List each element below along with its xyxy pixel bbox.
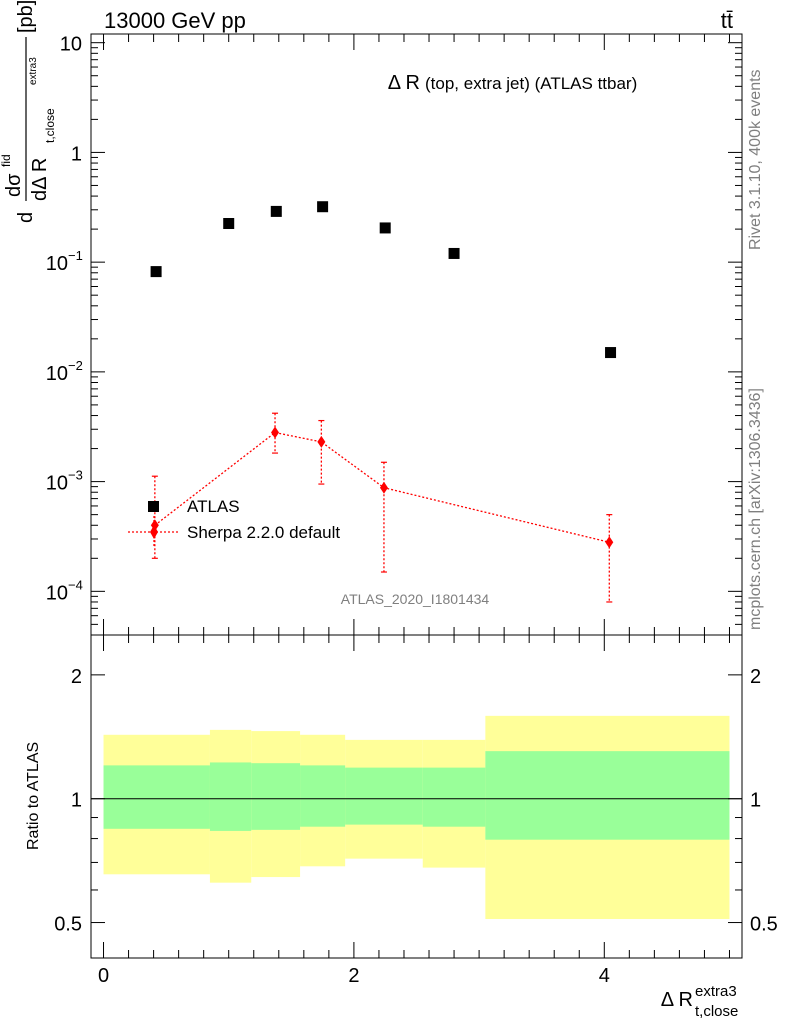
main-y-tick-exponent: −1 — [68, 248, 83, 263]
main-y-tick-label: 10 — [46, 363, 68, 385]
main-y-tick-label: 10 — [46, 253, 68, 275]
ratio-y-tick-label-left: 0.5 — [54, 914, 82, 936]
x-axis-label: Δ R — [661, 989, 693, 1011]
sherpa-line-layer — [154, 431, 610, 543]
ratio-stat-band — [103, 765, 210, 829]
ratio-x-ticks: 0 2 4 — [98, 635, 730, 987]
energy-label: 13000 GeV pp — [104, 8, 246, 33]
atlas-data-point — [317, 201, 329, 213]
ratio-y-tick-label-right: 1 — [750, 790, 761, 812]
ylabel-numerator-sup: fid — [0, 154, 13, 167]
main-panel: Δ R (top, extra jet) (ATLAS ttbar) ATLAS… — [0, 0, 743, 636]
ratio-x-tick-label: 4 — [599, 965, 610, 987]
main-y-tick-exponent: −2 — [68, 358, 83, 373]
ylabel-unit: [pb] — [15, 0, 37, 33]
main-y-tick-exponent: −3 — [68, 468, 83, 483]
main-ylabel: d dσ fid dΔ R t,close extra3 [pb] — [0, 0, 57, 223]
ylabel-denominator: dΔ R — [29, 158, 51, 201]
legend-sherpa-label: Sherpa 2.2.0 default — [187, 523, 340, 542]
main-y-tick-label: 10 — [46, 582, 68, 604]
x-axis-label-sub: t,close — [695, 1003, 738, 1020]
analysis-watermark: ATLAS_2020_I1801434 — [341, 591, 490, 607]
atlas-data-point — [223, 218, 235, 230]
atlas-data-point — [150, 266, 162, 278]
ylabel-numerator: dσ — [3, 173, 25, 197]
ylabel-prefix: d — [15, 212, 37, 223]
x-axis-label-sup: extra3 — [695, 983, 737, 1000]
ratio-y-ticks: 0.5 0.5 1 1 2 2 — [54, 666, 778, 936]
ratio-stat-band — [422, 767, 486, 827]
sherpa-series-line — [154, 431, 610, 543]
main-title: Δ R — [388, 72, 420, 94]
main-y-tick-label: 10 — [46, 473, 68, 495]
process-label: tt̄ — [721, 8, 733, 33]
legend: ATLAS Sherpa 2.2.0 default — [128, 497, 340, 548]
ratio-stat-band — [345, 767, 423, 825]
sherpa-point — [271, 426, 280, 439]
atlas-data-point — [270, 205, 282, 217]
main-y-tick-label: 10 — [60, 34, 82, 56]
ratio-y-tick-label-right: 0.5 — [750, 914, 778, 936]
main-x-ticks — [103, 34, 730, 635]
legend-atlas-label: ATLAS — [187, 497, 240, 516]
sherpa-point — [605, 536, 614, 549]
mcplots-label: mcplots.cern.ch [arXiv:1306.3436] — [747, 388, 764, 630]
atlas-data-point — [605, 347, 617, 359]
main-title-detail: (top, extra jet) (ATLAS ttbar) — [425, 74, 637, 93]
ratio-stat-band — [251, 763, 301, 830]
ratio-ylabel: Ratio to ATLAS — [25, 742, 42, 850]
ratio-panel: 0.5 0.5 1 1 2 2 0 2 4 Ratio to ATLAS Δ R extra3… — [25, 634, 778, 1020]
ratio-frame — [90, 634, 743, 959]
ratio-x-tick-label: 2 — [348, 965, 359, 987]
main-y-tick-exponent: −4 — [68, 577, 83, 592]
main-y-tick-label: 1 — [71, 143, 82, 165]
ratio-stat-band — [209, 762, 252, 831]
ratio-x-tick-label: 0 — [98, 965, 109, 987]
legend-sherpa-marker — [150, 525, 158, 539]
ratio-y-tick-label-left: 1 — [71, 790, 82, 812]
main-frame — [90, 33, 743, 636]
ylabel-denominator-sub: t,close — [43, 108, 57, 143]
sherpa-point — [317, 435, 326, 448]
legend-atlas-marker — [148, 501, 159, 512]
atlas-data-point — [379, 222, 391, 234]
rivet-label: Rivet 3.1.10, 400k events — [747, 69, 764, 250]
atlas-data-point — [448, 247, 460, 259]
ratio-y-tick-label-left: 2 — [71, 666, 82, 688]
sherpa-point — [379, 481, 388, 494]
ratio-stat-band — [300, 765, 346, 827]
ratio-stat-band — [485, 751, 730, 840]
ratio-y-tick-label-right: 2 — [750, 666, 761, 688]
ratio-bands — [103, 715, 730, 920]
ylabel-denominator-sup: extra3 — [28, 57, 39, 85]
